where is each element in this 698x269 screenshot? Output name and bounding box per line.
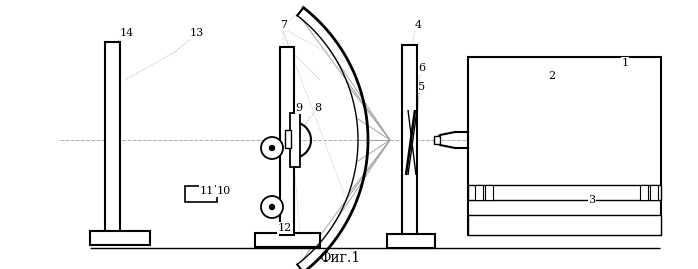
Text: 6: 6	[418, 63, 426, 73]
Text: 3: 3	[588, 195, 595, 205]
Circle shape	[269, 146, 274, 150]
Bar	[485, 185, 493, 200]
Bar	[387, 234, 435, 248]
Bar	[468, 215, 661, 235]
Bar	[468, 57, 661, 235]
Bar	[402, 45, 417, 235]
Bar	[185, 186, 217, 202]
Text: 1: 1	[621, 58, 629, 68]
Text: 13: 13	[190, 28, 204, 38]
Bar	[285, 130, 291, 148]
Text: 11: 11	[200, 186, 214, 196]
Text: 12: 12	[278, 223, 292, 233]
Circle shape	[269, 204, 274, 210]
Bar	[90, 231, 150, 245]
Text: 9: 9	[295, 103, 302, 113]
Text: 2: 2	[549, 71, 556, 81]
Bar	[650, 185, 658, 200]
Text: 7: 7	[281, 20, 288, 30]
Text: Фиг.1: Фиг.1	[320, 251, 361, 265]
Bar	[255, 233, 320, 247]
Bar	[290, 113, 300, 167]
Bar	[434, 136, 440, 144]
Bar	[468, 185, 661, 200]
Text: 10: 10	[217, 186, 231, 196]
Text: 14: 14	[120, 28, 134, 38]
Bar	[640, 185, 648, 200]
Text: 4: 4	[415, 20, 422, 30]
Text: 5: 5	[418, 82, 426, 92]
Text: 8: 8	[314, 103, 322, 113]
Bar	[105, 42, 120, 232]
Circle shape	[261, 196, 283, 218]
Bar	[475, 185, 483, 200]
Bar	[280, 47, 294, 235]
Circle shape	[261, 137, 283, 159]
